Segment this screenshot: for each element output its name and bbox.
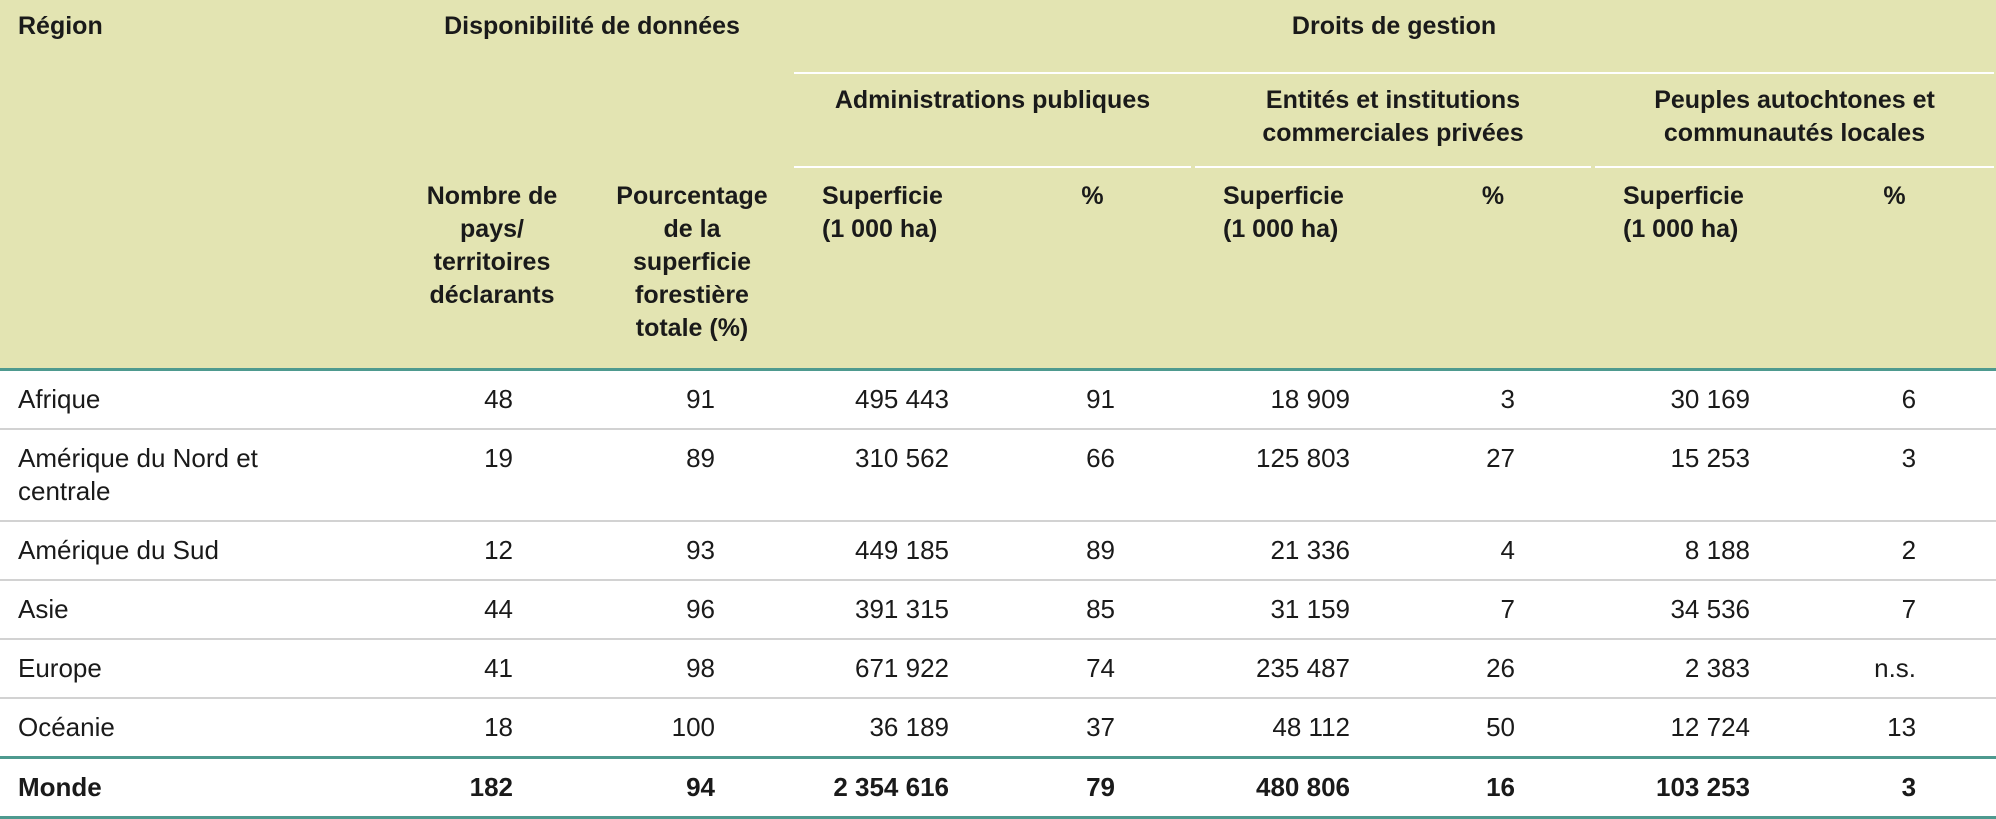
header-forest-percentage-text: Pourcentage de la superficie forestière … — [616, 182, 768, 342]
country-count-cell: 19 — [392, 429, 592, 522]
header-public-area-text: Superficie (1 000 ha) — [822, 182, 943, 243]
forest-percentage-cell: 98 — [592, 639, 792, 699]
header-indigenous-peoples-text: Peuples autochtones et communautés local… — [1654, 86, 1935, 147]
total-region-cell: Monde — [0, 756, 392, 819]
public-percent-cell: 66 — [992, 429, 1193, 522]
indigenous-area-cell: 30 169 — [1593, 368, 1793, 430]
indigenous-area-cell: 8 188 — [1593, 521, 1793, 581]
private-area-cell: 235 487 — [1193, 639, 1393, 699]
indigenous-percent-cell: 7 — [1793, 580, 1996, 640]
public-area-cell: 36 189 — [792, 698, 992, 759]
header-private-entities: Entités et institutions commerciales pri… — [1193, 74, 1593, 168]
indigenous-percent-cell: 13 — [1793, 698, 1996, 759]
forest-percentage-cell: 93 — [592, 521, 792, 581]
private-percent-cell: 4 — [1393, 521, 1593, 581]
country-count-cell: 41 — [392, 639, 592, 699]
header-country-count-text: Nombre de pays/ territoires déclarants — [426, 182, 558, 309]
region-cell: Amérique du Nord et centrale — [0, 429, 392, 522]
forest-percentage-cell: 96 — [592, 580, 792, 640]
header-country-count: Nombre de pays/ territoires déclarants — [392, 168, 592, 370]
public-percent-cell: 91 — [992, 368, 1193, 430]
forest-percentage-cell: 91 — [592, 368, 792, 430]
indigenous-percent-cell: 6 — [1793, 368, 1996, 430]
public-area-cell: 449 185 — [792, 521, 992, 581]
header-private-area-text: Superficie (1 000 ha) — [1223, 182, 1344, 243]
country-count-cell: 44 — [392, 580, 592, 640]
table-row: Amérique du Sud 12 93 449 185 89 21 336 … — [0, 521, 1996, 581]
region-cell-text: Amérique du Nord et centrale — [18, 443, 258, 506]
country-count-cell: 48 — [392, 368, 592, 430]
private-area-cell: 18 909 — [1193, 368, 1393, 430]
total-country-count-cell: 182 — [392, 756, 592, 819]
country-count-cell: 18 — [392, 698, 592, 759]
indigenous-area-cell: 15 253 — [1593, 429, 1793, 522]
header-indigenous-percent: % — [1793, 168, 1996, 370]
total-private-area-cell: 480 806 — [1193, 756, 1393, 819]
public-area-cell: 391 315 — [792, 580, 992, 640]
indigenous-area-cell: 2 383 — [1593, 639, 1793, 699]
indigenous-area-cell: 12 724 — [1593, 698, 1793, 759]
total-forest-percentage-cell: 94 — [592, 756, 792, 819]
public-area-cell: 310 562 — [792, 429, 992, 522]
header-region: Région — [0, 0, 392, 370]
public-percent-cell: 37 — [992, 698, 1193, 759]
total-public-percent-cell: 79 — [992, 756, 1193, 819]
forest-percentage-cell: 89 — [592, 429, 792, 522]
total-row: Monde 182 94 2 354 616 79 480 806 16 103… — [0, 756, 1996, 819]
header-public-administrations: Administrations publiques — [792, 74, 1193, 168]
region-cell: Amérique du Sud — [0, 521, 392, 581]
public-percent-cell: 89 — [992, 521, 1193, 581]
private-percent-cell: 26 — [1393, 639, 1593, 699]
header-management-rights: Droits de gestion — [792, 0, 1996, 74]
private-area-cell: 48 112 — [1193, 698, 1393, 759]
header-private-entities-text: Entités et institutions commerciales pri… — [1262, 86, 1524, 147]
public-area-cell: 671 922 — [792, 639, 992, 699]
private-percent-cell: 50 — [1393, 698, 1593, 759]
header-indigenous-area-text: Superficie (1 000 ha) — [1623, 182, 1744, 243]
country-count-cell: 12 — [392, 521, 592, 581]
indigenous-area-cell: 34 536 — [1593, 580, 1793, 640]
indigenous-percent-cell: 3 — [1793, 429, 1996, 522]
header-private-percent: % — [1393, 168, 1593, 370]
table-row: Afrique 48 91 495 443 91 18 909 3 30 169… — [0, 368, 1996, 430]
table-row: Océanie 18 100 36 189 37 48 112 50 12 72… — [0, 698, 1996, 759]
header-public-area: Superficie (1 000 ha) — [792, 168, 992, 370]
private-area-cell: 125 803 — [1193, 429, 1393, 522]
private-area-cell: 21 336 — [1193, 521, 1393, 581]
total-indigenous-percent-cell: 3 — [1793, 756, 1996, 819]
public-area-cell: 495 443 — [792, 368, 992, 430]
private-percent-cell: 3 — [1393, 368, 1593, 430]
forest-percentage-cell: 100 — [592, 698, 792, 759]
public-percent-cell: 74 — [992, 639, 1193, 699]
header-private-area: Superficie (1 000 ha) — [1193, 168, 1393, 370]
region-cell: Afrique — [0, 368, 392, 430]
indigenous-percent-cell: 2 — [1793, 521, 1996, 581]
header-indigenous-area: Superficie (1 000 ha) — [1593, 168, 1793, 370]
table-row: Asie 44 96 391 315 85 31 159 7 34 536 7 — [0, 580, 1996, 640]
header-data-availability: Disponibilité de données — [392, 0, 792, 168]
region-cell: Europe — [0, 639, 392, 699]
indigenous-percent-cell: n.s. — [1793, 639, 1996, 699]
table-body: Afrique 48 91 495 443 91 18 909 3 30 169… — [0, 368, 1996, 819]
total-private-percent-cell: 16 — [1393, 756, 1593, 819]
header-indigenous-peoples: Peuples autochtones et communautés local… — [1593, 74, 1996, 168]
public-percent-cell: 85 — [992, 580, 1193, 640]
header-forest-percentage: Pourcentage de la superficie forestière … — [592, 168, 792, 370]
region-cell: Océanie — [0, 698, 392, 759]
private-percent-cell: 7 — [1393, 580, 1593, 640]
table-header: Région Disponibilité de données Droits d… — [0, 0, 1996, 370]
total-indigenous-area-cell: 103 253 — [1593, 756, 1793, 819]
private-percent-cell: 27 — [1393, 429, 1593, 522]
table-row: Europe 41 98 671 922 74 235 487 26 2 383… — [0, 639, 1996, 699]
total-public-area-cell: 2 354 616 — [792, 756, 992, 819]
header-public-percent: % — [992, 168, 1193, 370]
table-row: Amérique du Nord et centrale 19 89 310 5… — [0, 429, 1996, 522]
region-cell: Asie — [0, 580, 392, 640]
private-area-cell: 31 159 — [1193, 580, 1393, 640]
